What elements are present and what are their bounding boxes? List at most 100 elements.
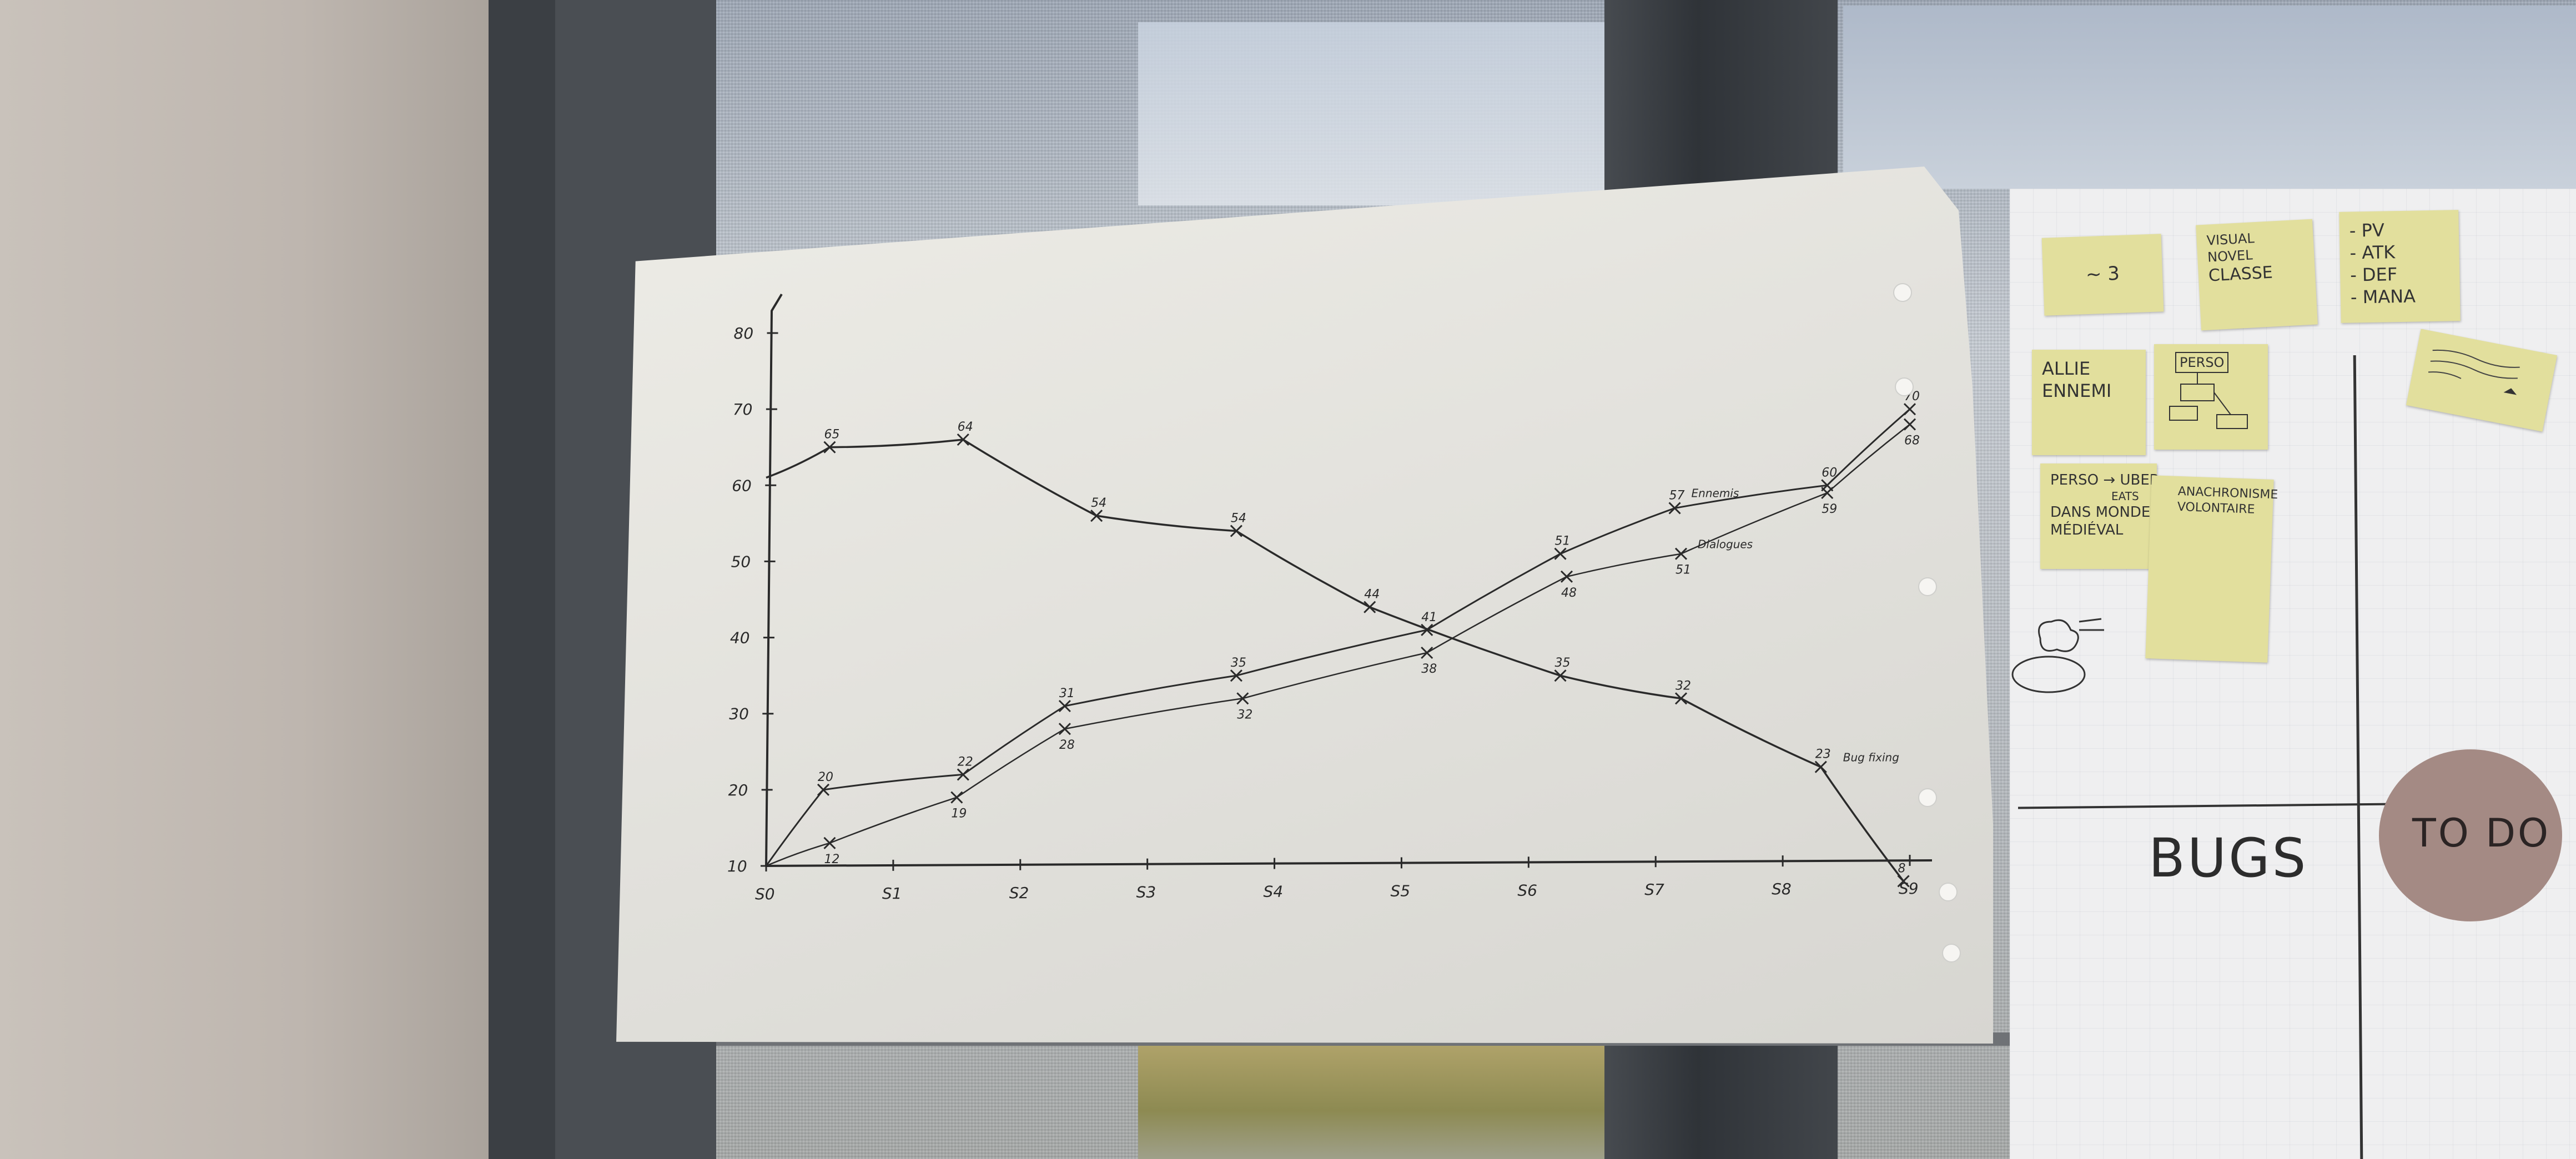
data-point-marker [1560,570,1573,583]
series-0: 65 64 54 54 44 35 32 23 8 Bug fixing [766,420,1910,888]
data-label: 54 [1091,496,1106,510]
binder-hole [1918,577,1937,596]
note-line: EATS [2111,489,2139,503]
x-tick-label: S7 [1644,880,1664,899]
note-line: MÉDIÉVAL [2050,522,2124,538]
data-label: 44 [1364,588,1380,602]
data-point-marker [1897,875,1910,888]
data-label: 22 [958,755,973,769]
data-point-marker [1090,510,1103,522]
data-label: 35 [1231,656,1246,670]
data-point-marker [1674,547,1688,560]
data-label: 32 [1676,679,1691,693]
data-point-marker [1668,502,1681,515]
sticky-note: ALLIE ENNEMI [2032,350,2146,455]
data-point-marker [1230,525,1242,537]
series-2: 12 19 28 32 38 48 51 59 68 Dialogues [766,418,1920,867]
data-point-marker [1674,692,1688,705]
sticky-note: - PV - ATK - DEF - MANA [2339,210,2461,323]
data-label: 8 [1898,861,1906,875]
data-label: 60 [1822,466,1837,480]
series-line [765,409,1910,866]
wall [0,0,500,1159]
note-line: - DEF [2349,264,2398,286]
binder-hole [1893,283,1912,302]
diagram-doodle [2169,373,2248,429]
series-name-label: Dialogues [1698,538,1753,551]
y-tick-label: 80 [734,324,754,342]
note-line: - ATK [2349,241,2396,264]
data-point-marker [957,433,969,446]
data-label: 59 [1822,502,1837,516]
y-tick-label: 60 [732,476,752,495]
data-point-marker [1903,418,1916,431]
data-label: 28 [1059,738,1075,752]
data-label: 23 [1815,748,1831,762]
y-tick-label: 20 [728,781,748,799]
chart-series: 65 64 54 54 44 35 32 23 8 Bug fixing 20 22 31 35 41 51 5… [765,390,1920,888]
x-tick-label: S5 [1390,881,1410,900]
sticky-note: VISUAL NOVEL CLASSE [2196,219,2318,331]
data-point-marker [1058,723,1071,735]
data-point-marker [1421,623,1433,636]
series-line [766,439,1904,882]
window-frame-left [489,0,555,1159]
data-point-marker [823,837,836,849]
data-label: 57 [1669,488,1685,502]
x-tick-label: S8 [1772,880,1792,898]
y-tick-label: 10 [727,857,747,875]
binder-hole [1942,944,1961,963]
note-line: - MANA [2350,285,2416,308]
data-label: 64 [958,420,973,434]
sticky-note: PERSO [2154,344,2268,450]
data-point-marker [1230,669,1242,682]
x-tick-label: S2 [1009,884,1029,902]
data-point-marker [1821,486,1834,500]
chart-paper: S0 S1 S2 S3 S4 S5 S6 S7 S8 S9 10 20 30 40 50 60 70 80 65 6… [616,167,1993,1044]
note-line: CLASSE [2208,263,2273,286]
x-tick-label: S4 [1264,883,1284,901]
data-point-marker [1554,669,1567,682]
x-tick-label: S3 [1136,883,1156,901]
window-bright-area [1138,22,1616,205]
scribble-doodle [2428,349,2520,395]
data-label: 35 [1555,656,1571,670]
window-sky-area [1843,6,2576,189]
todo-magnet [2379,749,2562,921]
data-label: 38 [1421,662,1437,676]
data-point-marker [950,791,963,804]
data-label: 48 [1561,586,1577,600]
y-tick-label: 30 [729,705,749,723]
series-name-label: Bug fixing [1843,751,1899,764]
note-line: PERSO [2175,352,2229,373]
data-label: 51 [1676,563,1691,577]
note-line: ALLIE [2042,358,2091,379]
data-point-marker [1421,646,1433,659]
series-name-label: Ennemis [1692,486,1739,500]
sticky-note: ~ 3 [2041,234,2164,316]
data-point-marker [817,783,830,796]
x-axis [766,859,1933,867]
data-point-marker [1236,692,1249,705]
sticky-note: PERSO → UBER EATS DANS MONDE MÉDIÉVAL [2040,463,2160,569]
series-line [766,424,1910,867]
todo-label: TO DO [2412,810,2551,856]
x-tick-label: S0 [755,885,775,903]
data-point-marker [957,768,969,781]
y-tick-label: 70 [733,400,753,419]
x-tick-label: S6 [1517,881,1537,899]
data-point-marker [1554,547,1567,560]
data-label: 51 [1555,535,1571,548]
data-label: 12 [824,853,839,866]
binder-hole [1918,788,1937,807]
data-label: 19 [951,807,967,821]
data-point-marker [1814,760,1827,773]
binder-hole [1895,377,1914,396]
data-point-marker [1364,601,1376,613]
data-label: 68 [1904,434,1920,448]
chart-axes [765,293,1933,867]
data-point-marker [1903,403,1916,416]
y-tick-label: 40 [730,629,750,647]
